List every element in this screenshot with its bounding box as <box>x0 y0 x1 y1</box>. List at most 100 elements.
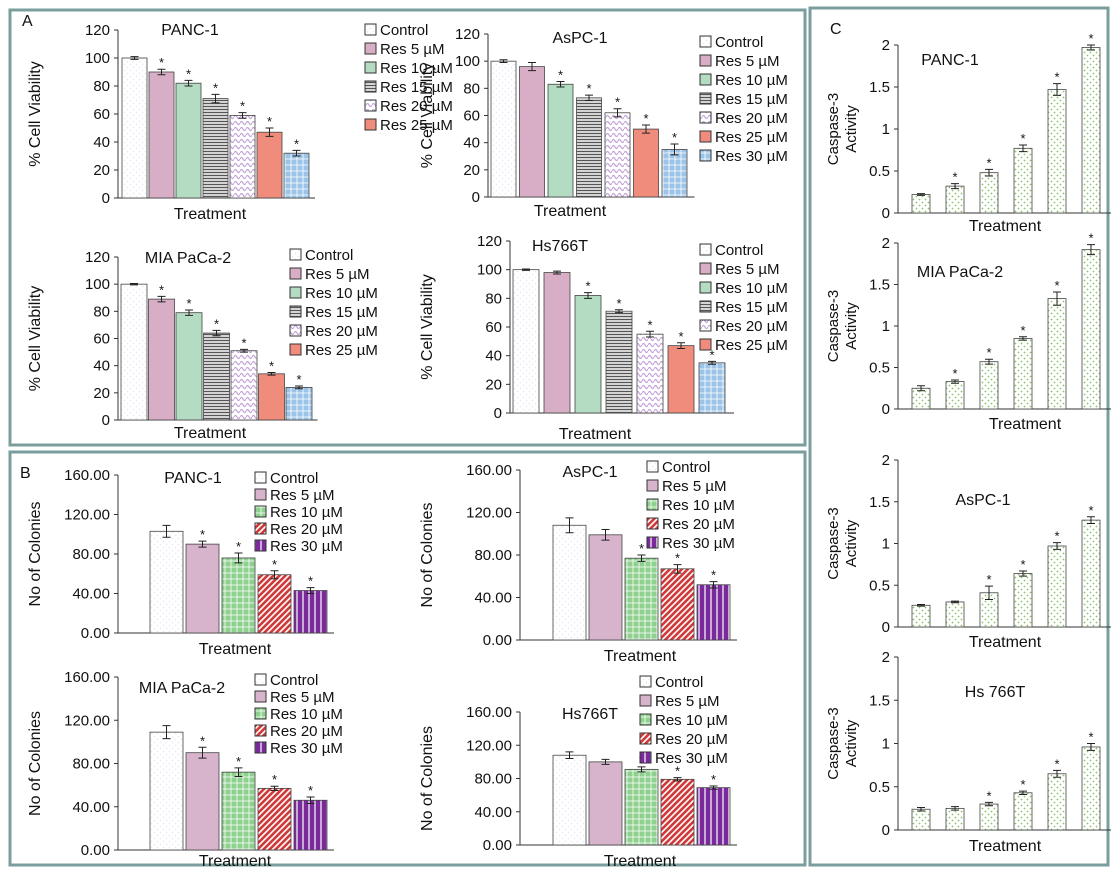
bar <box>543 272 571 414</box>
error-bar <box>1019 790 1027 796</box>
y-tick-label: 100 <box>455 53 480 70</box>
legend-swatch <box>646 460 659 473</box>
legend-swatch <box>646 479 659 492</box>
legend-swatch <box>699 35 712 48</box>
bar <box>945 807 965 831</box>
bar <box>221 771 256 851</box>
error-bar <box>985 585 993 600</box>
y-axis-label: % Cell Viability <box>419 274 436 380</box>
significance-mark: * <box>675 551 680 566</box>
significance-mark: * <box>1088 730 1093 745</box>
y-tick-label: 120 <box>455 26 480 43</box>
error-bar <box>157 68 166 76</box>
error-bar <box>295 385 303 390</box>
legend-label: Control <box>305 247 353 264</box>
legend-swatch <box>646 498 659 511</box>
y-tick-label: 1.5 <box>869 79 890 96</box>
error-bar <box>709 785 718 790</box>
bar <box>230 350 258 421</box>
error-bar <box>585 94 593 102</box>
error-bar <box>642 124 650 134</box>
y-tick-label: 60 <box>93 106 110 123</box>
x-axis-label: Treatment <box>559 426 632 443</box>
y-tick-label: 1.5 <box>869 494 890 511</box>
error-bar <box>553 270 561 275</box>
bar <box>185 752 220 851</box>
error-bar <box>306 796 315 805</box>
legend-label: Res 5 µM <box>270 487 335 504</box>
x-axis-label: Treatment <box>604 853 677 870</box>
bar <box>149 731 184 851</box>
bar <box>552 754 587 846</box>
error-bar <box>270 570 279 580</box>
y-axis-label: Caspase-3Activity <box>825 93 860 166</box>
y-tick-label: 120 <box>85 249 110 266</box>
significance-mark: * <box>1020 777 1025 792</box>
bar <box>1013 792 1033 831</box>
y-tick-label: 2 <box>882 37 890 54</box>
error-bar <box>677 342 685 349</box>
legend-label: Res 5 µM <box>662 478 727 495</box>
legend-swatch <box>254 724 267 737</box>
significance-mark: * <box>558 68 563 83</box>
legend-swatch <box>699 130 712 143</box>
panel-frame <box>8 450 807 867</box>
legend-label: Control <box>662 459 710 476</box>
y-tick-label: 0.5 <box>869 163 890 180</box>
panel-frame <box>8 8 807 447</box>
y-tick-label: 20 <box>463 162 480 179</box>
y-tick-label: 2 <box>882 235 890 252</box>
legend-swatch <box>699 281 712 294</box>
y-tick-label: 100 <box>85 50 110 67</box>
significance-mark: * <box>952 170 957 185</box>
bar <box>979 172 999 214</box>
y-tick-label: 40.00 <box>72 586 110 603</box>
bar <box>229 115 256 199</box>
legend-swatch <box>699 338 712 351</box>
legend-label: Res 10 µM <box>662 497 735 514</box>
y-axis-label: No of Colonies <box>419 503 436 608</box>
legend-swatch <box>646 536 659 549</box>
bar <box>1013 338 1033 410</box>
legend-swatch <box>254 707 267 720</box>
y-axis-label: Caspase-3Activity <box>825 707 860 780</box>
error-bar <box>1087 44 1095 51</box>
significance-mark: * <box>585 279 590 294</box>
y-tick-label: 20 <box>93 162 110 179</box>
bar <box>604 112 631 198</box>
legend-swatch <box>289 267 302 280</box>
legend-swatch <box>699 300 712 313</box>
error-bar <box>985 168 993 177</box>
significance-mark: * <box>200 733 205 748</box>
bar <box>588 534 623 641</box>
error-bar <box>917 603 925 607</box>
bar <box>258 373 285 421</box>
error-bar <box>615 309 623 314</box>
legend-label: Res 20 µM <box>270 521 343 538</box>
error-bar <box>673 777 682 782</box>
x-axis-label: Treatment <box>199 641 272 658</box>
significance-mark: * <box>678 329 683 344</box>
legend-label: Res 5 µM <box>655 693 720 710</box>
y-tick-label: 40.00 <box>474 804 512 821</box>
legend-swatch <box>289 343 302 356</box>
significance-mark: * <box>213 80 218 95</box>
significance-mark: * <box>1088 31 1093 46</box>
significance-mark: * <box>709 347 714 362</box>
chart-title: MIA PaCa-2 <box>145 250 231 267</box>
legend-swatch <box>364 80 377 93</box>
error-bar <box>234 552 243 564</box>
error-bar <box>917 807 925 812</box>
error-bar <box>1019 144 1027 153</box>
y-tick-label: 60 <box>463 108 480 125</box>
significance-mark: * <box>240 99 245 114</box>
error-bar <box>917 385 925 392</box>
error-bar <box>601 758 610 765</box>
legend-label: Control <box>380 22 428 39</box>
significance-mark: * <box>711 772 716 787</box>
y-tick-label: 40.00 <box>72 799 110 816</box>
legend-swatch <box>254 539 267 552</box>
y-tick-label: 60 <box>485 319 502 336</box>
bar <box>1047 773 1067 831</box>
bar <box>203 332 230 421</box>
